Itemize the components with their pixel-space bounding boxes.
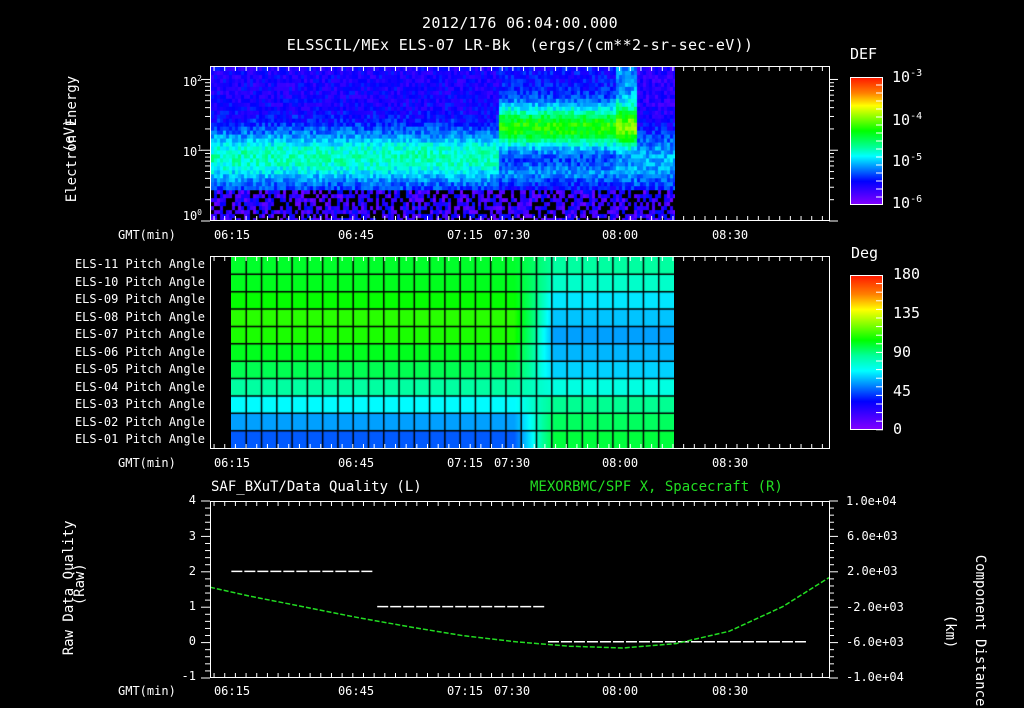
def-label-1e-6: 10-6: [892, 194, 923, 212]
deg-label-45: 45: [893, 382, 912, 400]
time-tick: 08:30: [711, 684, 749, 698]
time-tick: 06:15: [213, 456, 251, 470]
right-ytick: 2.0e+03: [847, 564, 898, 578]
time-tick: 06:15: [213, 684, 251, 698]
time-tick: 08:00: [601, 456, 639, 470]
deg-label-135: 135: [893, 304, 921, 322]
energy-spectrogram-image: [211, 67, 675, 220]
def-label-1e-3: 10-3: [892, 68, 923, 86]
time-tick: 08:00: [601, 684, 639, 698]
time-tick: 08:30: [711, 228, 749, 242]
pa-row-label: ELS-11 Pitch Angle: [74, 257, 205, 271]
pa-row-label: ELS-07 Pitch Angle: [74, 327, 205, 341]
pitch-angle-row-labels: ELS-11 Pitch Angle ELS-10 Pitch Angle EL…: [40, 256, 205, 448]
plot-timestamp: 2012/176 06:04:00.000: [422, 14, 618, 32]
panel2-frame: [210, 256, 830, 449]
time-tick: 06:45: [337, 228, 375, 242]
deg-label-90: 90: [893, 343, 912, 361]
time-tick: 06:45: [337, 684, 375, 698]
pa-row-label: ELS-05 Pitch Angle: [74, 362, 205, 376]
right-ytick: -6.0e+03: [846, 635, 904, 649]
pa-row-label: ELS-08 Pitch Angle: [74, 309, 205, 324]
time-tick: 06:15: [213, 228, 251, 242]
time-tick: 07:30: [493, 456, 531, 470]
deg-label-0: 0: [893, 420, 903, 438]
panel3-frame: [210, 501, 830, 678]
pitch-angle-image: [231, 257, 674, 448]
right-ytick: 1.0e+04: [846, 494, 897, 508]
ql-ytick: -1: [181, 669, 196, 683]
ql-ytick: 3: [188, 529, 196, 543]
pa-row-label: ELS-03 Pitch Angle: [74, 397, 205, 411]
panel1-gmt-label: GMT(min): [118, 228, 176, 242]
panel3-right-title: MEXORBMC/SPF X, Spacecraft (R): [530, 479, 783, 495]
panel1-colorbar-title: DEF: [850, 45, 878, 63]
def-label-1e-4: 10-4: [892, 111, 923, 129]
time-tick: 07:15: [446, 684, 484, 698]
pa-row-label: ELS-01 Pitch Angle: [74, 432, 205, 446]
panel2-colorbar-title: Deg: [851, 244, 879, 262]
pa-row-label: ELS-04 Pitch Angle: [74, 379, 205, 394]
ql-ytick: 1: [188, 599, 196, 613]
panel3-gmt-label: GMT(min): [118, 684, 176, 698]
panel3-left-title: SAF_BXuT/Data Quality (L): [211, 479, 422, 495]
time-tick: 07:15: [446, 228, 484, 242]
time-tick: 07:15: [446, 456, 484, 470]
def-label-1e-5: 10-5: [892, 152, 923, 170]
time-tick: 07:30: [493, 228, 531, 242]
panel1-ytick-102: 102: [182, 74, 202, 89]
right-ytick: 6.0e+03: [847, 529, 898, 543]
panel2-gmt-label: GMT(min): [118, 456, 176, 470]
plot-subtitle: ELSSCIL/MEx ELS-07 LR-Bk (ergs/(cm**2-sr…: [286, 36, 754, 54]
right-ytick: -2.0e+03: [846, 600, 904, 614]
time-tick: 07:30: [493, 684, 531, 698]
time-tick: 06:45: [337, 456, 375, 470]
panel1-ytick-101: 101: [182, 144, 202, 159]
right-ytick: -1.0e+04: [846, 670, 904, 684]
pa-row-label: ELS-06 Pitch Angle: [74, 344, 205, 359]
time-tick: 08:00: [601, 228, 639, 242]
panel1-ytick-100: 100: [182, 208, 202, 223]
deg-label-180: 180: [893, 265, 921, 283]
ql-ytick: 2: [188, 564, 196, 578]
time-tick: 08:30: [711, 456, 749, 470]
panel1-frame: [210, 66, 830, 221]
ql-ytick: 4: [188, 493, 196, 507]
pa-row-label: ELS-02 Pitch Angle: [74, 414, 205, 429]
pa-row-label: ELS-10 Pitch Angle: [74, 274, 205, 289]
pa-row-label: ELS-09 Pitch Angle: [74, 292, 205, 306]
ql-ytick: 0: [188, 634, 196, 648]
